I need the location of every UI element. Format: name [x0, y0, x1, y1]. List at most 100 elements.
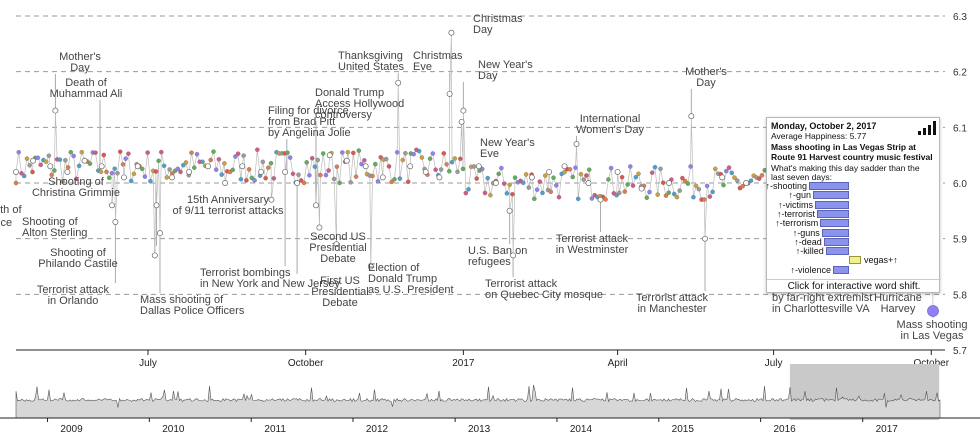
event-point[interactable]: [333, 241, 340, 248]
daily-point[interactable]: [241, 153, 246, 158]
event-point[interactable]: [282, 168, 289, 175]
daily-point[interactable]: [49, 172, 54, 178]
daily-point[interactable]: [702, 197, 707, 202]
daily-point[interactable]: [397, 176, 403, 181]
daily-point[interactable]: [123, 156, 128, 161]
daily-point[interactable]: [246, 167, 252, 172]
daily-point[interactable]: [463, 190, 469, 196]
daily-point[interactable]: [334, 164, 340, 169]
event-point[interactable]: [326, 152, 333, 159]
daily-point[interactable]: [710, 189, 715, 195]
daily-point[interactable]: [200, 159, 205, 165]
daily-point[interactable]: [285, 150, 290, 155]
daily-point[interactable]: [24, 156, 30, 161]
daily-point[interactable]: [512, 175, 518, 180]
daily-point[interactable]: [309, 155, 315, 161]
daily-point[interactable]: [652, 164, 658, 170]
daily-point[interactable]: [458, 156, 463, 162]
daily-point[interactable]: [713, 166, 718, 172]
daily-point[interactable]: [534, 187, 540, 192]
daily-point[interactable]: [252, 178, 257, 183]
daily-point[interactable]: [27, 162, 32, 168]
daily-point[interactable]: [362, 158, 367, 163]
event-point[interactable]: [268, 196, 275, 203]
daily-point[interactable]: [759, 173, 765, 178]
daily-point[interactable]: [296, 172, 301, 177]
daily-point[interactable]: [323, 172, 329, 178]
daily-point[interactable]: [230, 167, 235, 173]
day-tooltip[interactable]: Monday, October 2, 2017 Average Happines…: [765, 117, 941, 293]
daily-point[interactable]: [452, 156, 458, 161]
daily-point[interactable]: [260, 159, 266, 165]
daily-point[interactable]: [13, 180, 19, 186]
daily-point[interactable]: [320, 151, 326, 156]
daily-point[interactable]: [704, 183, 710, 189]
daily-point[interactable]: [156, 158, 161, 164]
event-point[interactable]: [638, 185, 645, 192]
event-point[interactable]: [688, 113, 695, 120]
event-point[interactable]: [614, 168, 621, 175]
daily-point[interactable]: [740, 183, 745, 189]
daily-point[interactable]: [43, 159, 49, 165]
daily-point[interactable]: [128, 178, 134, 184]
daily-point[interactable]: [441, 151, 447, 156]
daily-point[interactable]: [109, 170, 115, 176]
daily-point[interactable]: [164, 175, 170, 180]
daily-point[interactable]: [181, 162, 186, 168]
daily-point[interactable]: [46, 153, 52, 158]
daily-point[interactable]: [449, 159, 455, 165]
daily-point[interactable]: [543, 173, 548, 178]
daily-point[interactable]: [340, 150, 345, 155]
daily-point[interactable]: [482, 190, 488, 196]
daily-point[interactable]: [416, 148, 422, 154]
event-point[interactable]: [528, 174, 535, 181]
daily-point[interactable]: [126, 151, 131, 156]
event-point[interactable]: [258, 168, 265, 175]
daily-point[interactable]: [666, 190, 671, 195]
event-point[interactable]: [151, 252, 158, 259]
daily-point[interactable]: [161, 163, 167, 169]
event-point[interactable]: [492, 180, 499, 186]
daily-point[interactable]: [488, 192, 493, 198]
daily-point[interactable]: [471, 164, 477, 169]
daily-point[interactable]: [68, 149, 74, 155]
daily-point[interactable]: [359, 161, 364, 167]
daily-point[interactable]: [732, 175, 737, 180]
daily-point[interactable]: [427, 156, 433, 161]
daily-point[interactable]: [400, 157, 405, 163]
daily-point[interactable]: [554, 183, 559, 188]
daily-point[interactable]: [474, 176, 479, 181]
event-point[interactable]: [169, 174, 175, 181]
event-point[interactable]: [379, 174, 386, 181]
daily-point[interactable]: [194, 151, 200, 157]
daily-point[interactable]: [691, 194, 696, 200]
daily-point[interactable]: [192, 165, 197, 170]
daily-point[interactable]: [148, 178, 153, 184]
daily-point[interactable]: [526, 185, 532, 190]
event-point[interactable]: [52, 107, 59, 114]
event-point[interactable]: [30, 157, 37, 164]
daily-point[interactable]: [175, 166, 181, 172]
overview-timeline[interactable]: 2009 2010 2011 2012 2013 2014 2015 2016 2017: [0, 364, 980, 435]
daily-point[interactable]: [222, 161, 227, 166]
word-shift-link[interactable]: Click for interactive word shift.: [767, 279, 941, 292]
daily-point[interactable]: [726, 165, 732, 170]
daily-point[interactable]: [112, 166, 117, 171]
daily-point[interactable]: [521, 180, 526, 186]
event-point[interactable]: [64, 168, 71, 175]
event-point[interactable]: [222, 180, 229, 186]
event-point[interactable]: [186, 168, 193, 175]
daily-point[interactable]: [444, 162, 449, 167]
daily-point[interactable]: [76, 163, 82, 169]
event-point[interactable]: [446, 90, 453, 97]
event-point[interactable]: [205, 163, 211, 170]
daily-point[interactable]: [556, 194, 562, 200]
event-point[interactable]: [316, 224, 323, 231]
daily-point[interactable]: [255, 147, 260, 152]
daily-point[interactable]: [655, 192, 660, 197]
event-point[interactable]: [112, 219, 119, 225]
daily-point[interactable]: [348, 180, 353, 185]
daily-point[interactable]: [52, 168, 57, 173]
event-point[interactable]: [81, 157, 88, 164]
daily-point[interactable]: [235, 151, 241, 156]
